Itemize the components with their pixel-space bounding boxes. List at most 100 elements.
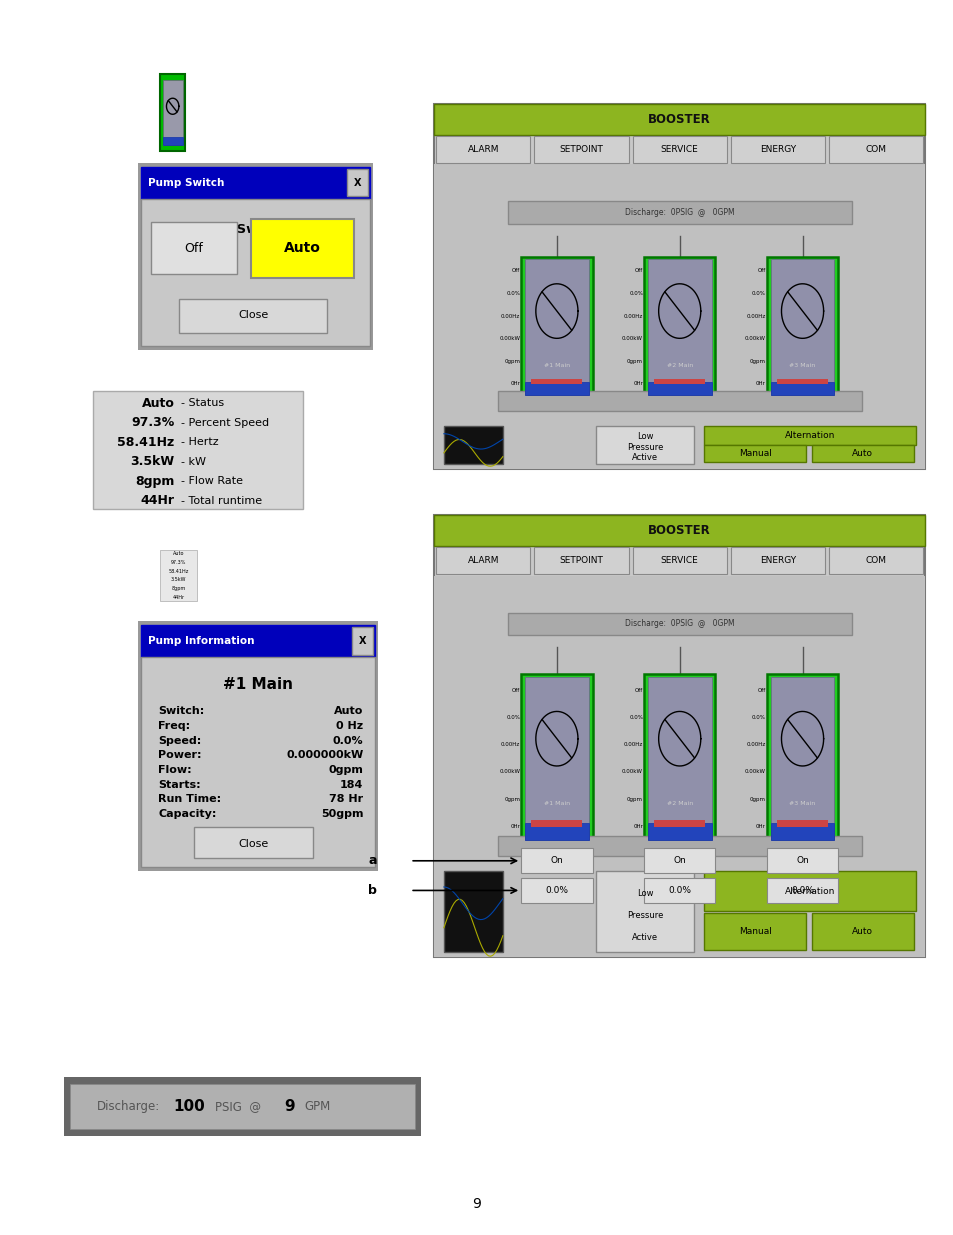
Text: Discharge:  0PSIG  @   0GPM: Discharge: 0PSIG @ 0GPM <box>624 207 734 217</box>
Text: Pump Switch: Pump Switch <box>148 178 224 188</box>
Text: ALARM: ALARM <box>467 556 498 566</box>
Bar <box>352 627 373 655</box>
Text: Discharge:: Discharge: <box>97 1100 160 1113</box>
Bar <box>436 136 530 163</box>
Text: - Percent Speed: - Percent Speed <box>181 417 269 427</box>
Text: #1 Main: #1 Main <box>543 802 569 806</box>
Text: 0.0%: 0.0% <box>333 736 363 746</box>
Text: 0.00Hz: 0.00Hz <box>500 742 519 747</box>
Bar <box>730 547 824 574</box>
Bar <box>434 515 924 957</box>
Text: 0gpm: 0gpm <box>504 359 519 364</box>
Bar <box>436 547 530 574</box>
Bar <box>776 379 827 384</box>
Text: Low: Low <box>637 432 653 441</box>
Text: On: On <box>673 856 685 866</box>
Text: #1 Main    Switch: #1 Main Switch <box>156 224 286 236</box>
Text: Speed:: Speed: <box>158 736 201 746</box>
Text: Close: Close <box>238 310 269 320</box>
Text: BOOSTER: BOOSTER <box>648 112 710 126</box>
Bar <box>434 104 924 469</box>
Bar <box>770 382 834 395</box>
Text: Off: Off <box>512 268 519 273</box>
Bar <box>520 878 592 903</box>
Bar <box>531 379 582 384</box>
Text: 0.00Hz: 0.00Hz <box>746 742 765 747</box>
Bar <box>654 379 704 384</box>
Text: 97.3%: 97.3% <box>171 559 186 566</box>
Text: 0.0%: 0.0% <box>506 291 519 296</box>
Text: SERVICE: SERVICE <box>660 144 698 154</box>
Bar <box>766 878 838 903</box>
Text: Alternation: Alternation <box>784 431 834 440</box>
Text: Off: Off <box>184 242 203 254</box>
Bar <box>163 137 182 144</box>
Text: 0.00kW: 0.00kW <box>498 336 519 341</box>
Text: Discharge:  0PSIG  @   0GPM: Discharge: 0PSIG @ 0GPM <box>624 619 734 629</box>
Text: ENERGY: ENERGY <box>760 556 795 566</box>
Text: Manual: Manual <box>738 927 771 936</box>
Text: 0Hr: 0Hr <box>510 824 519 829</box>
Text: 0Hr: 0Hr <box>755 382 765 387</box>
Text: Active: Active <box>632 453 658 462</box>
Bar <box>766 848 838 873</box>
Text: 0.00Hz: 0.00Hz <box>500 314 519 319</box>
Text: #1 Main: #1 Main <box>543 363 569 368</box>
Bar <box>434 104 924 135</box>
Text: b: b <box>368 884 376 897</box>
Bar <box>524 677 588 840</box>
Text: #2 Main: #2 Main <box>666 802 692 806</box>
Bar <box>811 913 913 950</box>
Bar <box>534 136 628 163</box>
Text: #2 Main: #2 Main <box>666 363 692 368</box>
Text: - kW: - kW <box>181 457 206 467</box>
Text: 3.5kW: 3.5kW <box>131 456 174 468</box>
Bar <box>776 820 827 826</box>
Bar <box>811 445 913 462</box>
Text: 0.000000kW: 0.000000kW <box>286 751 363 761</box>
Bar <box>524 382 588 395</box>
Bar <box>160 74 185 151</box>
Text: - Hertz: - Hertz <box>181 437 218 447</box>
Bar <box>163 80 182 144</box>
Text: 0gpm: 0gpm <box>626 797 642 802</box>
Bar <box>138 621 377 871</box>
Text: Capacity:: Capacity: <box>158 809 216 819</box>
Text: COM: COM <box>864 144 886 154</box>
Text: Manual: Manual <box>738 448 771 458</box>
Text: SETPOINT: SETPOINT <box>559 144 602 154</box>
Bar <box>766 674 838 842</box>
Bar <box>643 878 715 903</box>
Bar <box>647 824 711 840</box>
Bar <box>828 136 923 163</box>
Text: #1 Main: #1 Main <box>223 677 293 692</box>
Text: 0.0%: 0.0% <box>506 715 519 720</box>
Text: 0 Hz: 0 Hz <box>336 721 363 731</box>
Bar <box>497 391 861 411</box>
Bar <box>534 547 628 574</box>
Text: 3.5kW: 3.5kW <box>171 577 186 583</box>
Text: 0.0%: 0.0% <box>667 885 691 895</box>
Bar <box>434 515 924 546</box>
Bar <box>828 547 923 574</box>
Bar <box>643 257 715 398</box>
Bar <box>632 547 726 574</box>
Bar <box>434 164 924 469</box>
Bar <box>596 871 694 952</box>
Bar <box>596 426 694 464</box>
Text: 0.0%: 0.0% <box>751 715 765 720</box>
Text: 0Hr: 0Hr <box>510 382 519 387</box>
Text: 50gpm: 50gpm <box>320 809 363 819</box>
Bar <box>179 299 327 333</box>
Bar <box>347 169 368 196</box>
Bar <box>770 824 834 840</box>
Text: 100: 100 <box>173 1099 205 1114</box>
Text: #3 Main: #3 Main <box>788 363 815 368</box>
Text: 58.41Hz: 58.41Hz <box>117 436 174 448</box>
Bar <box>520 257 592 398</box>
Text: Off: Off <box>757 688 765 693</box>
Text: 9: 9 <box>283 1099 294 1114</box>
Text: X: X <box>358 636 366 646</box>
Bar <box>770 259 834 395</box>
Text: 0.00Hz: 0.00Hz <box>623 742 642 747</box>
